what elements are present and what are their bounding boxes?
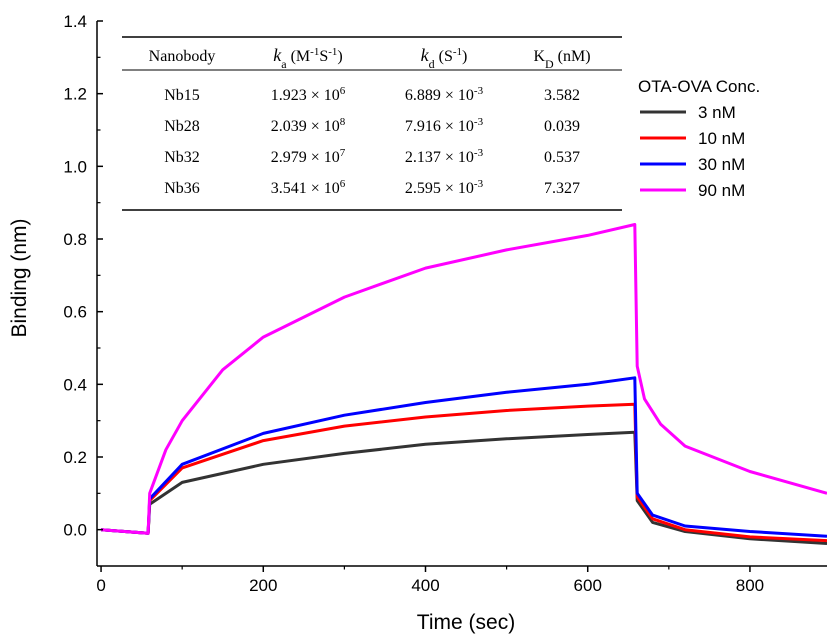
- legend-title: OTA-OVA Conc.: [638, 77, 760, 96]
- table-cell-kd: 2.595 × 10-3: [405, 178, 484, 197]
- y-tick-label: 0.2: [63, 448, 87, 467]
- y-tick-label: 0.8: [63, 230, 87, 249]
- y-tick-label: 1.2: [63, 85, 87, 104]
- series-line-1: [100, 430, 827, 545]
- table-cell-kd: 2.137 × 10-3: [405, 147, 484, 166]
- y-axis-label: Binding (nm): [8, 218, 31, 337]
- y-tick-label: 0.4: [63, 375, 87, 394]
- table-cell-KD: 3.582: [544, 87, 580, 104]
- y-tick-label: 1.4: [63, 12, 87, 31]
- x-tick-label: 200: [249, 576, 277, 595]
- table-cell-nanobody: Nb28: [164, 118, 200, 135]
- table-header-3: kd (S-1): [421, 45, 468, 71]
- series-line-4: [100, 223, 827, 535]
- x-tick-label: 400: [411, 576, 439, 595]
- axes: 0.0 0.2 0.4 0.6 0.8 1.0 1.2 1.4 0 200 400 600 800: [63, 12, 827, 595]
- legend: OTA-OVA Conc. 3 nM 10 nM 30 nM 90 nM: [638, 77, 760, 200]
- table-cell-ka: 1.923 × 106: [271, 85, 346, 104]
- table-cell-ka: 2.979 × 107: [271, 147, 346, 166]
- plot-area: [100, 223, 827, 545]
- x-tick-label: 0: [96, 576, 105, 595]
- table-header-2: ka (M-1S-1): [273, 45, 342, 71]
- table-header-1: Nanobody: [149, 48, 216, 65]
- legend-label-1: 3 nM: [698, 103, 736, 122]
- legend-label-2: 10 nM: [698, 129, 745, 148]
- table-cell-kd: 7.916 × 10-3: [405, 116, 484, 135]
- table-cell-ka: 3.541 × 106: [271, 178, 346, 197]
- x-tick-label: 600: [574, 576, 602, 595]
- table-cell-nanobody: Nb15: [164, 87, 200, 104]
- table-cell-KD: 0.537: [544, 149, 580, 166]
- x-axis-label: Time (sec): [417, 611, 515, 634]
- table-cell-nanobody: Nb32: [164, 149, 200, 166]
- kinetics-table: Nanobody ka (M-1S-1) kd (S-1) KD (nM) Nb15 1.…: [122, 36, 622, 211]
- table-cell-kd: 6.889 × 10-3: [405, 85, 484, 104]
- y-tick-label: 1.0: [63, 157, 87, 176]
- legend-label-4: 90 nM: [698, 181, 745, 200]
- table-cell-nanobody: Nb36: [164, 180, 200, 197]
- legend-label-3: 30 nM: [698, 155, 745, 174]
- series-line-2: [100, 402, 827, 543]
- table-cell-KD: 0.039: [544, 118, 580, 135]
- y-tick-label: 0.0: [63, 521, 87, 540]
- table-header-4: KD (nM): [533, 48, 590, 71]
- y-tick-label: 0.6: [63, 303, 87, 322]
- table-cell-ka: 2.039 × 108: [271, 116, 346, 135]
- x-tick-label: 800: [736, 576, 764, 595]
- table-cell-KD: 7.327: [544, 180, 580, 197]
- series-line-3: [100, 376, 827, 538]
